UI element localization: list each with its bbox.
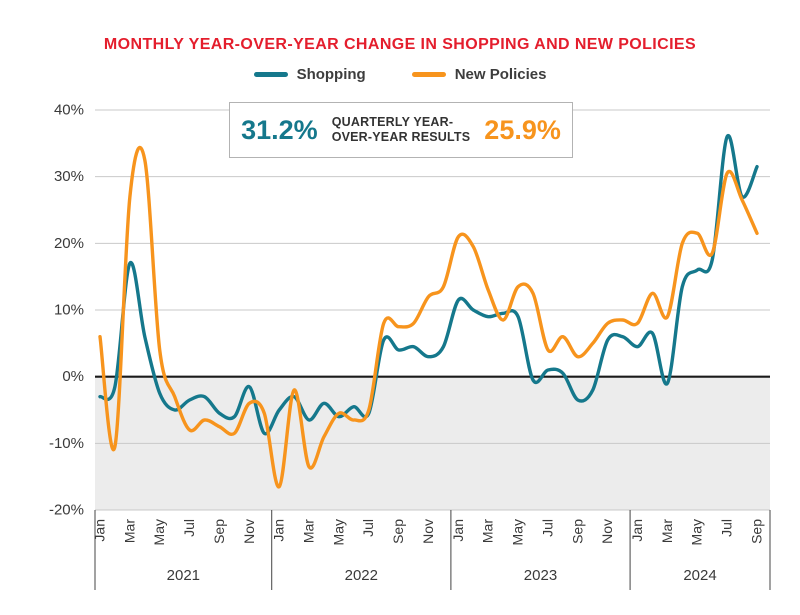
y-tick-label: 30% bbox=[54, 168, 84, 185]
x-tick-label: Mar bbox=[659, 519, 675, 543]
x-tick-label: Mar bbox=[480, 519, 496, 543]
x-tick-label: Jul bbox=[539, 519, 555, 537]
quarterly-results-callout: 31.2% QUARTERLY YEAR- OVER-YEAR RESULTS … bbox=[229, 102, 573, 158]
year-label: 2023 bbox=[524, 567, 557, 584]
x-tick-label: May bbox=[330, 519, 346, 545]
legend-label-shopping: Shopping bbox=[296, 66, 366, 83]
series-line-new_policies bbox=[98, 145, 759, 489]
y-tick-label: 0% bbox=[62, 368, 84, 385]
legend-item-shopping: Shopping bbox=[253, 66, 366, 83]
quarterly-results-label: QUARTERLY YEAR- OVER-YEAR RESULTS bbox=[332, 115, 471, 145]
x-tick-label: May bbox=[151, 519, 167, 545]
x-tick-label: Mar bbox=[301, 519, 317, 543]
x-tick-label: May bbox=[689, 519, 705, 545]
new-policies-quarterly-value: 25.9% bbox=[484, 114, 561, 145]
y-tick-label: -20% bbox=[49, 502, 84, 519]
x-tick-label: Nov bbox=[599, 519, 615, 544]
x-tick-label: Jan bbox=[91, 519, 107, 542]
x-tick-label: Jul bbox=[719, 519, 735, 537]
x-tick-label: Jul bbox=[181, 519, 197, 537]
y-tick-label: -10% bbox=[49, 435, 84, 452]
legend: Shopping New Policies bbox=[0, 66, 800, 83]
x-tick-label: Nov bbox=[241, 519, 257, 544]
x-tick-label: Sep bbox=[569, 519, 585, 544]
quarterly-results-label-line2: OVER-YEAR RESULTS bbox=[331, 130, 471, 144]
shopping-quarterly-value: 31.2% bbox=[241, 114, 318, 145]
new-policies-line-swatch bbox=[411, 72, 446, 77]
legend-label-new-policies: New Policies bbox=[454, 66, 547, 83]
x-tick-label: Mar bbox=[121, 519, 137, 543]
year-label: 2021 bbox=[167, 567, 200, 584]
y-tick-label: 10% bbox=[54, 302, 84, 319]
x-tick-label: Sep bbox=[390, 519, 406, 544]
chart-title: MONTHLY YEAR-OVER-YEAR CHANGE IN SHOPPIN… bbox=[103, 36, 697, 53]
x-tick-label: Sep bbox=[748, 519, 764, 544]
x-tick-label: Jul bbox=[360, 519, 376, 537]
x-tick-label: Jan bbox=[629, 519, 645, 542]
legend-item-new-policies: New Policies bbox=[411, 66, 547, 83]
y-tick-label: 20% bbox=[54, 235, 84, 252]
y-tick-label: 40% bbox=[54, 102, 84, 119]
x-tick-label: Sep bbox=[211, 519, 227, 544]
quarterly-results-label-line1: QUARTERLY YEAR- bbox=[331, 115, 454, 129]
series-line-shopping bbox=[98, 133, 759, 436]
x-tick-label: Nov bbox=[420, 519, 436, 544]
x-tick-label: Jan bbox=[271, 519, 287, 542]
shopping-line-swatch bbox=[253, 72, 288, 77]
year-label: 2022 bbox=[345, 567, 378, 584]
x-tick-label: May bbox=[510, 519, 526, 545]
year-label: 2024 bbox=[683, 567, 716, 584]
x-tick-label: Jan bbox=[450, 519, 466, 542]
